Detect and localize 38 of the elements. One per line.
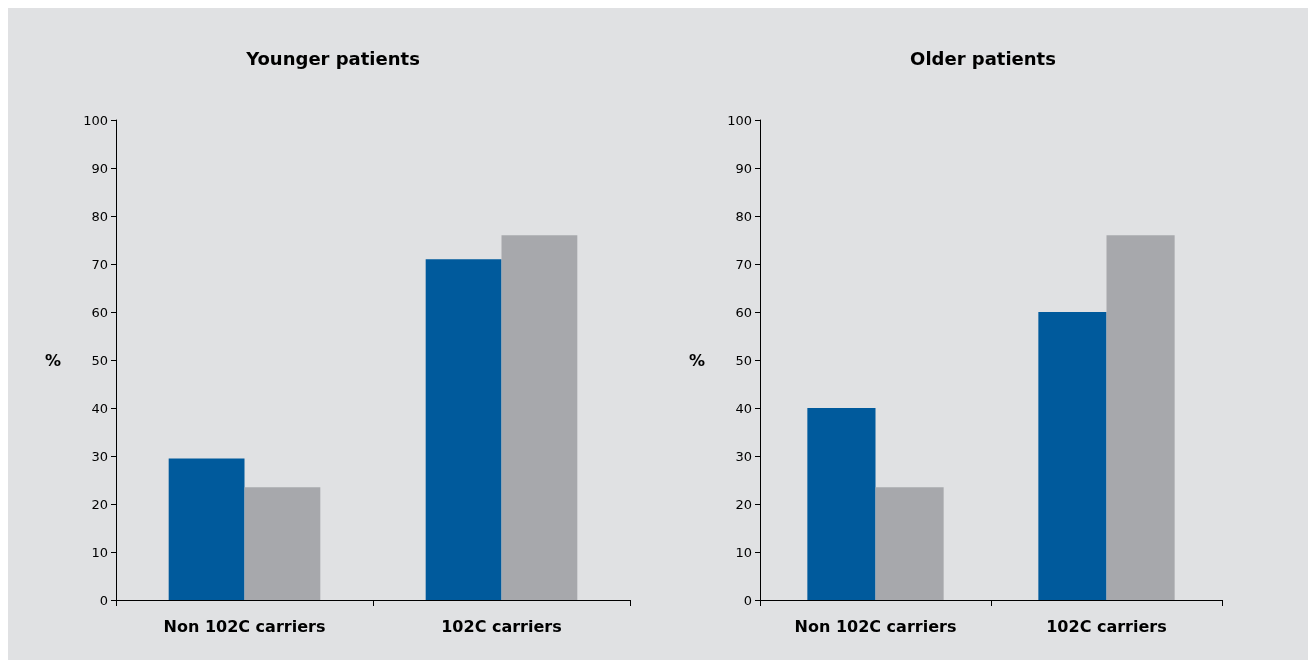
y-tick-label: 10 bbox=[735, 544, 752, 560]
x-tick-label: Non 102C carriers bbox=[794, 616, 957, 636]
chart-title: Older patients bbox=[910, 47, 1056, 69]
bar bbox=[168, 458, 245, 600]
y-tick-label: 30 bbox=[735, 448, 752, 464]
y-tick-label: 20 bbox=[735, 496, 752, 512]
y-axis-title: % bbox=[44, 350, 61, 370]
y-tick-label: 30 bbox=[91, 448, 108, 464]
bar bbox=[875, 487, 944, 600]
y-axis-title: % bbox=[688, 350, 705, 370]
bar bbox=[501, 235, 578, 600]
bar bbox=[244, 487, 321, 600]
y-tick-label: 100 bbox=[83, 112, 108, 128]
y-tick-label: 80 bbox=[735, 208, 752, 224]
x-tick-label: 102C carriers bbox=[1046, 616, 1167, 636]
y-tick-label: 70 bbox=[735, 256, 752, 272]
y-tick-label: 20 bbox=[91, 496, 108, 512]
y-tick-label: 50 bbox=[91, 352, 108, 368]
chart-title: Younger patients bbox=[245, 47, 420, 69]
y-tick-label: 40 bbox=[735, 400, 752, 416]
bar bbox=[807, 408, 876, 600]
y-tick-label: 90 bbox=[91, 160, 108, 176]
y-tick-label: 80 bbox=[91, 208, 108, 224]
bar bbox=[1038, 312, 1107, 600]
y-tick-label: 10 bbox=[91, 544, 108, 560]
x-tick-label: Non 102C carriers bbox=[163, 616, 326, 636]
y-tick-label: 50 bbox=[735, 352, 752, 368]
y-tick-label: 100 bbox=[727, 112, 752, 128]
y-tick-label: 90 bbox=[735, 160, 752, 176]
y-tick-label: 60 bbox=[735, 304, 752, 320]
y-tick-label: 60 bbox=[91, 304, 108, 320]
y-tick-label: 70 bbox=[91, 256, 108, 272]
bar bbox=[425, 259, 502, 600]
y-tick-label: 40 bbox=[91, 400, 108, 416]
bar bbox=[1106, 235, 1175, 600]
y-tick-label: 0 bbox=[743, 592, 752, 608]
y-tick-label: 0 bbox=[99, 592, 108, 608]
x-tick-label: 102C carriers bbox=[441, 616, 562, 636]
